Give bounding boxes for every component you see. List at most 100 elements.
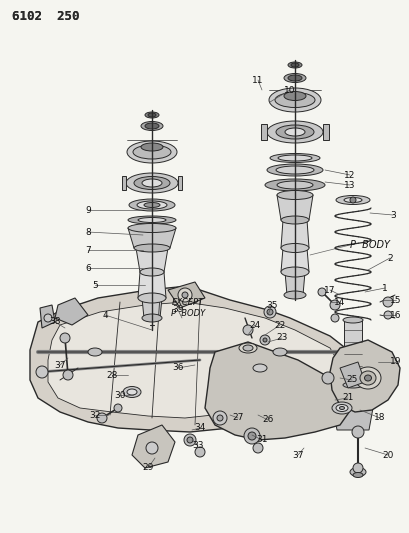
Circle shape <box>44 314 52 322</box>
Text: 8: 8 <box>85 228 91 237</box>
Text: 6: 6 <box>85 263 91 272</box>
Ellipse shape <box>276 190 312 199</box>
Ellipse shape <box>275 166 313 174</box>
Circle shape <box>330 314 338 322</box>
Ellipse shape <box>127 141 177 163</box>
Text: 27: 27 <box>232 414 243 423</box>
Circle shape <box>243 428 259 444</box>
Text: 4: 4 <box>102 311 108 319</box>
Text: 6102  250: 6102 250 <box>12 10 79 22</box>
Text: 9: 9 <box>85 206 91 214</box>
Polygon shape <box>136 248 168 272</box>
Ellipse shape <box>266 164 322 176</box>
Text: 5: 5 <box>92 280 98 289</box>
Ellipse shape <box>134 244 170 252</box>
Ellipse shape <box>290 63 298 67</box>
Bar <box>343 320 361 385</box>
Text: 19: 19 <box>389 358 401 367</box>
Ellipse shape <box>364 375 371 381</box>
Ellipse shape <box>287 62 301 68</box>
Ellipse shape <box>144 203 160 207</box>
Ellipse shape <box>268 88 320 112</box>
Ellipse shape <box>141 143 163 151</box>
Circle shape <box>146 442 157 454</box>
Text: 36: 36 <box>172 364 183 373</box>
Ellipse shape <box>339 407 344 409</box>
Circle shape <box>382 297 392 307</box>
Text: 3: 3 <box>389 211 395 220</box>
Text: 1: 1 <box>381 284 387 293</box>
Ellipse shape <box>266 121 322 143</box>
Text: 23: 23 <box>276 334 287 343</box>
Text: 18: 18 <box>373 414 385 423</box>
Text: 20: 20 <box>381 450 393 459</box>
Ellipse shape <box>264 179 324 191</box>
Polygon shape <box>122 176 126 190</box>
Text: 15: 15 <box>389 295 401 304</box>
Circle shape <box>321 372 333 384</box>
Polygon shape <box>280 220 308 248</box>
Ellipse shape <box>270 154 319 163</box>
Circle shape <box>351 426 363 438</box>
Text: 25: 25 <box>346 376 357 384</box>
Text: 31: 31 <box>256 435 267 445</box>
Ellipse shape <box>137 201 166 209</box>
Text: 24: 24 <box>249 320 260 329</box>
Ellipse shape <box>139 268 164 276</box>
Polygon shape <box>276 195 312 220</box>
Ellipse shape <box>142 179 162 187</box>
Ellipse shape <box>352 472 362 478</box>
Ellipse shape <box>280 244 308 253</box>
Polygon shape <box>178 176 182 190</box>
Ellipse shape <box>129 199 175 211</box>
Circle shape <box>262 338 266 342</box>
Text: 10: 10 <box>283 85 295 94</box>
Text: 30: 30 <box>114 391 126 400</box>
Circle shape <box>266 309 272 315</box>
Ellipse shape <box>141 122 163 131</box>
Polygon shape <box>138 272 166 298</box>
Ellipse shape <box>133 145 171 159</box>
Polygon shape <box>322 124 328 140</box>
Ellipse shape <box>145 123 159 129</box>
Ellipse shape <box>238 343 256 353</box>
Ellipse shape <box>342 317 362 323</box>
Circle shape <box>178 288 191 302</box>
Text: 38: 38 <box>49 318 61 327</box>
Text: 37: 37 <box>54 360 65 369</box>
Ellipse shape <box>354 367 380 389</box>
Polygon shape <box>284 272 304 295</box>
Ellipse shape <box>342 382 362 388</box>
Ellipse shape <box>335 196 369 205</box>
Ellipse shape <box>283 92 305 101</box>
Circle shape <box>247 432 255 440</box>
Ellipse shape <box>138 217 166 222</box>
Text: 33: 33 <box>192 440 203 449</box>
Circle shape <box>182 292 188 298</box>
Text: 32: 32 <box>89 410 101 419</box>
Ellipse shape <box>335 405 347 411</box>
Circle shape <box>187 437 193 443</box>
Text: 21: 21 <box>342 393 353 402</box>
Ellipse shape <box>243 345 252 351</box>
Polygon shape <box>55 298 88 325</box>
Ellipse shape <box>276 181 312 189</box>
Text: 13: 13 <box>344 181 355 190</box>
Ellipse shape <box>88 348 102 356</box>
Circle shape <box>383 311 391 319</box>
Text: P  BODY: P BODY <box>349 240 389 250</box>
Text: 16: 16 <box>389 311 401 319</box>
Polygon shape <box>332 408 372 430</box>
Ellipse shape <box>134 176 170 190</box>
Polygon shape <box>329 340 399 412</box>
Ellipse shape <box>128 216 175 224</box>
Text: 17: 17 <box>324 286 335 295</box>
Polygon shape <box>40 305 55 328</box>
Ellipse shape <box>287 75 301 81</box>
Circle shape <box>216 415 222 421</box>
Circle shape <box>213 411 227 425</box>
Ellipse shape <box>331 402 351 414</box>
Ellipse shape <box>123 386 141 398</box>
Circle shape <box>259 335 270 345</box>
Ellipse shape <box>283 291 305 299</box>
